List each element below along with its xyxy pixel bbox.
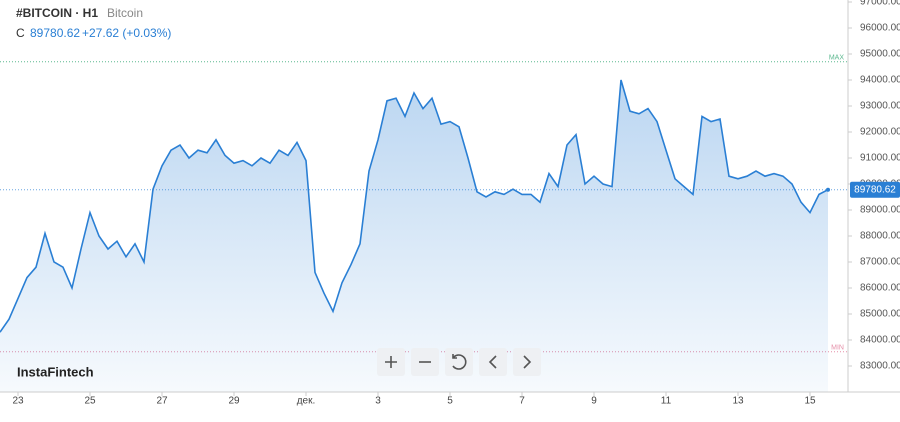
reset-button[interactable] [445,348,473,376]
x-tick-label: дек. [297,396,316,407]
x-tick-label: 13 [732,396,744,407]
level-label: MIN [831,345,844,352]
y-tick-label: 89000.00 [860,205,900,216]
y-tick-label: 88000.00 [860,231,900,242]
x-tick-label: 29 [228,396,240,407]
scroll-right-button[interactable] [513,348,541,376]
close-value: 89780.62 [30,26,80,40]
y-tick-label: 92000.00 [860,127,900,138]
price-line [0,79,829,333]
x-tick-label: 3 [375,396,381,407]
y-tick-label: 86000.00 [860,283,900,294]
area-fill [0,80,828,392]
toolbar [377,348,541,376]
x-tick-label: 27 [156,396,168,407]
symbol-subtitle: Bitcoin [107,6,143,20]
y-tick-label: 91000.00 [860,153,900,164]
close-label: C [16,26,25,40]
symbol-title: #BITCOIN · H1 [16,6,98,20]
x-tick-label: 5 [447,396,453,407]
change-value: +27.62 (+0.03%) [82,26,171,40]
zoom-in-button[interactable] [377,348,405,376]
y-tick-label: 97000.00 [860,0,900,8]
price-tag-label: 89780.62 [854,184,896,195]
y-tick-label: 83000.00 [860,361,900,372]
x-tick-label: 15 [804,396,816,407]
y-tick-label: 95000.00 [860,49,900,60]
x-tick-label: 7 [519,396,525,407]
y-tick-label: 85000.00 [860,309,900,320]
y-tick-label: 96000.00 [860,23,900,34]
watermark: InstaFintech [17,364,94,379]
y-tick-label: 93000.00 [860,101,900,112]
last-point [826,187,830,192]
plot-area [0,61,848,392]
zoom-out-button[interactable] [411,348,439,376]
scroll-left-button[interactable] [479,348,507,376]
x-tick-label: 23 [12,396,24,407]
x-tick-label: 9 [591,396,597,407]
x-tick-label: 25 [84,396,96,407]
y-tick-label: 94000.00 [860,75,900,86]
price-tag [850,181,900,198]
y-tick-label: 84000.00 [860,335,900,346]
level-label: MAX [829,55,845,62]
y-tick-label: 87000.00 [860,257,900,268]
x-tick-label: 11 [661,396,672,407]
